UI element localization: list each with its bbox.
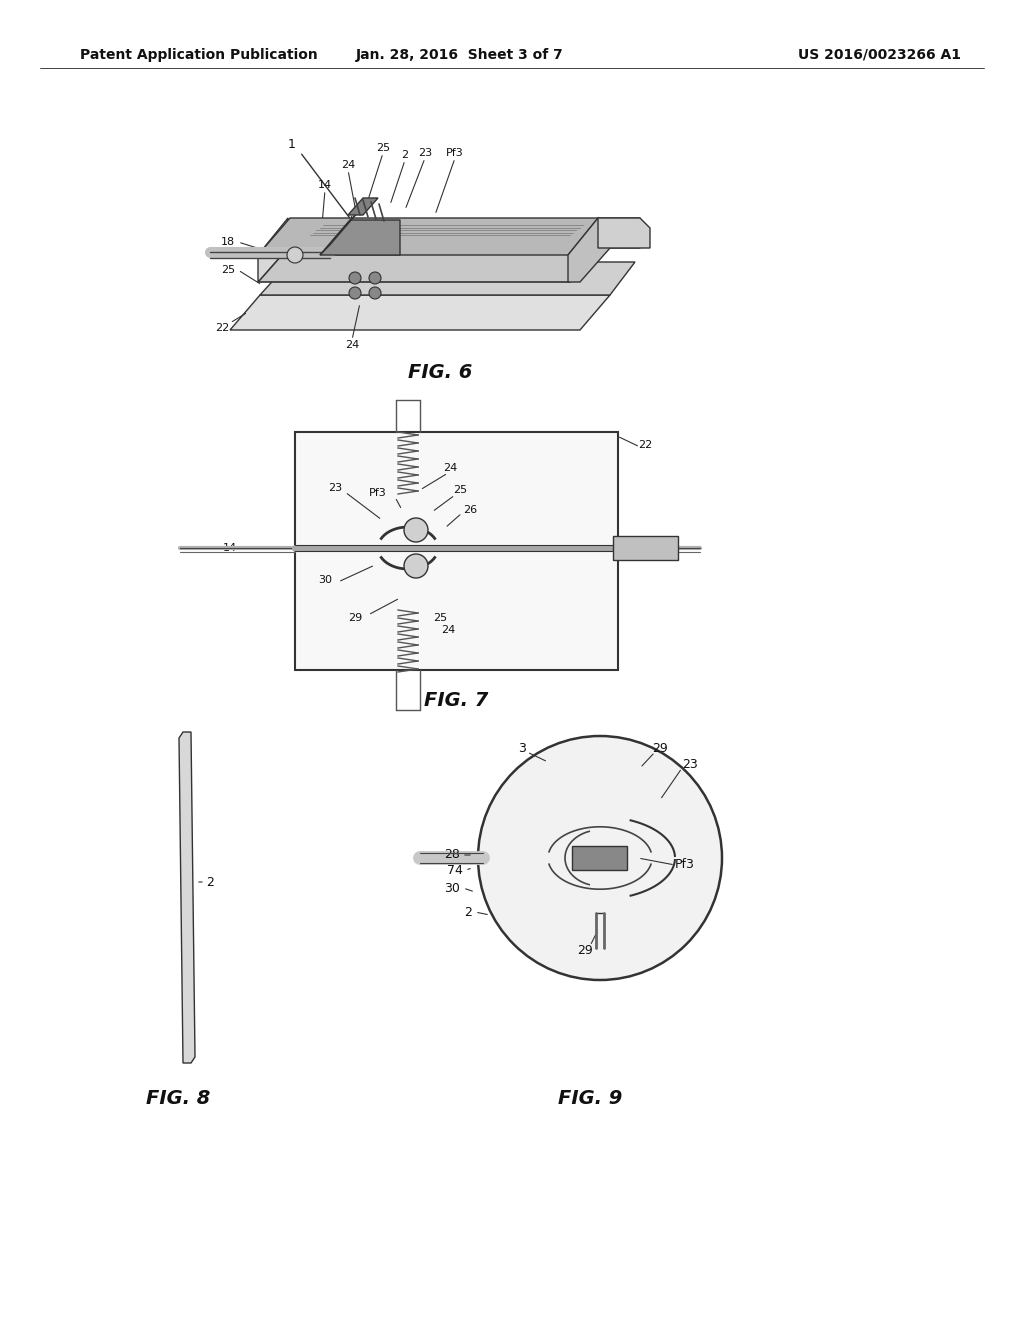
Circle shape	[404, 517, 428, 543]
Text: 22: 22	[215, 323, 229, 333]
Text: 24: 24	[442, 463, 457, 473]
Polygon shape	[258, 218, 598, 255]
Text: 2: 2	[401, 150, 409, 160]
Circle shape	[369, 272, 381, 284]
Circle shape	[349, 272, 361, 284]
Text: 29: 29	[652, 742, 668, 755]
Text: 25: 25	[453, 484, 467, 495]
Text: 23: 23	[328, 483, 342, 492]
Text: 2: 2	[464, 906, 472, 919]
Text: 24: 24	[345, 341, 359, 350]
Text: Pf3: Pf3	[675, 858, 695, 871]
Polygon shape	[568, 218, 640, 282]
Text: 30: 30	[444, 882, 460, 895]
Text: FIG. 8: FIG. 8	[145, 1089, 210, 1107]
Polygon shape	[179, 733, 195, 1063]
Text: FIG. 7: FIG. 7	[424, 690, 488, 710]
Text: 18: 18	[221, 238, 236, 247]
Text: 23: 23	[682, 759, 698, 771]
Text: 26: 26	[561, 230, 575, 240]
Polygon shape	[258, 248, 598, 282]
Text: 25: 25	[221, 265, 236, 275]
Text: 23: 23	[418, 148, 432, 158]
Polygon shape	[230, 294, 610, 330]
Text: 74: 74	[447, 863, 463, 876]
Text: 3: 3	[518, 742, 526, 755]
Text: 24: 24	[341, 160, 355, 170]
Text: Pf3: Pf3	[446, 148, 464, 158]
Text: 27: 27	[633, 545, 647, 554]
Text: 14: 14	[317, 180, 332, 190]
Text: Jan. 28, 2016  Sheet 3 of 7: Jan. 28, 2016 Sheet 3 of 7	[356, 48, 564, 62]
Polygon shape	[319, 220, 400, 255]
Text: 1: 1	[288, 139, 296, 152]
Polygon shape	[348, 198, 378, 215]
Text: 2: 2	[206, 875, 214, 888]
Text: 25: 25	[433, 612, 447, 623]
Text: Pf3: Pf3	[369, 488, 387, 498]
Text: Patent Application Publication: Patent Application Publication	[80, 48, 317, 62]
Text: FIG. 6: FIG. 6	[408, 363, 472, 381]
Bar	[295, 432, 618, 671]
Text: 14: 14	[223, 543, 238, 553]
Text: 22: 22	[638, 440, 652, 450]
Bar	[613, 536, 678, 560]
Circle shape	[287, 247, 303, 263]
Text: US 2016/0023266 A1: US 2016/0023266 A1	[799, 48, 962, 62]
Circle shape	[478, 737, 722, 979]
Text: 29: 29	[578, 944, 593, 957]
Circle shape	[349, 286, 361, 300]
Text: 26: 26	[463, 506, 477, 515]
Polygon shape	[260, 261, 635, 294]
Text: 29: 29	[348, 612, 362, 623]
Bar	[572, 846, 627, 870]
Polygon shape	[598, 218, 650, 248]
Text: 25: 25	[376, 143, 390, 153]
Text: FIG. 9: FIG. 9	[558, 1089, 623, 1107]
Text: 30: 30	[318, 576, 332, 585]
Circle shape	[369, 286, 381, 300]
Text: 28: 28	[444, 849, 460, 862]
Polygon shape	[319, 210, 360, 255]
Text: 27: 27	[563, 246, 578, 255]
Polygon shape	[258, 218, 288, 282]
Text: 24: 24	[441, 624, 455, 635]
Circle shape	[404, 554, 428, 578]
